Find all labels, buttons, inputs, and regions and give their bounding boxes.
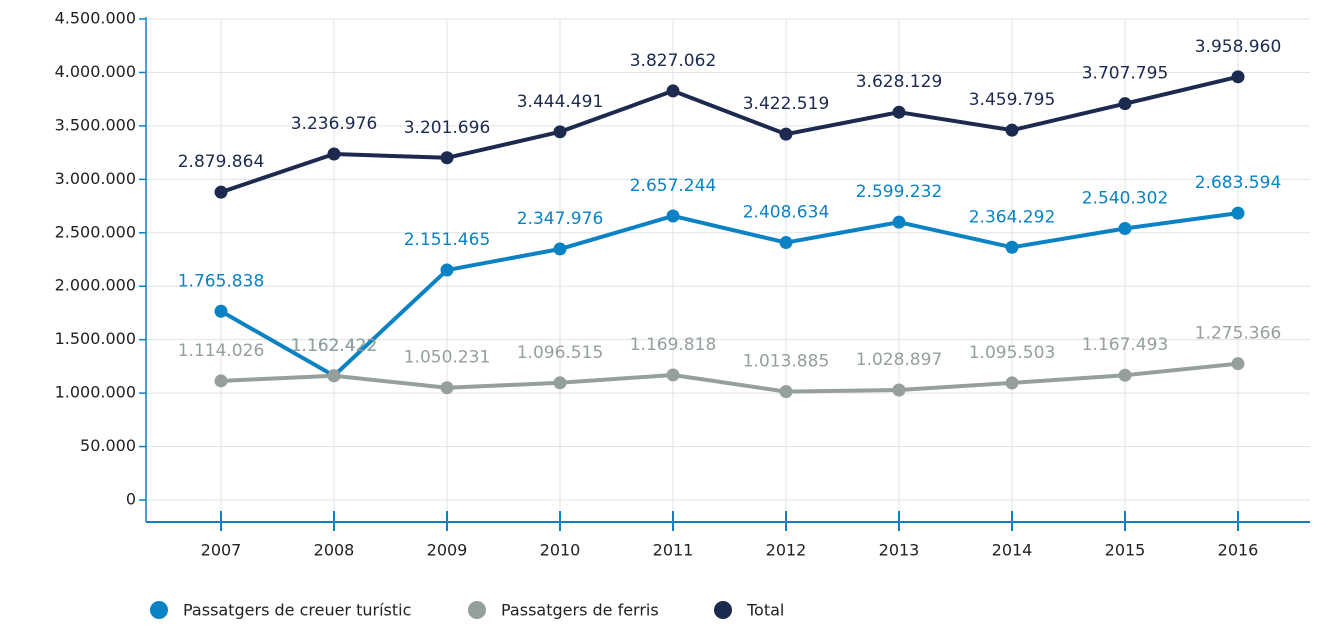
y-tick-label: 4.000.000 bbox=[55, 62, 136, 81]
y-tick-label: 2.500.000 bbox=[55, 222, 136, 241]
value-label: 1.028.897 bbox=[856, 350, 943, 370]
legend-label: Passatgers de creuer turístic bbox=[183, 601, 411, 620]
legend-label: Passatgers de ferris bbox=[501, 601, 659, 620]
point bbox=[440, 381, 454, 395]
y-tick-label: 50.000 bbox=[80, 436, 136, 455]
value-label: 2.364.292 bbox=[969, 207, 1056, 227]
value-label: 3.201.696 bbox=[404, 118, 491, 138]
series-line bbox=[220, 211, 1239, 378]
x-tick-label: 2010 bbox=[540, 541, 581, 560]
value-label: 1.167.493 bbox=[1082, 335, 1169, 355]
point bbox=[892, 383, 906, 397]
x-tick-label: 2007 bbox=[201, 541, 242, 560]
x-tick-label: 2009 bbox=[427, 541, 468, 560]
value-label: 2.657.244 bbox=[630, 176, 717, 196]
point bbox=[892, 105, 906, 119]
point bbox=[553, 242, 567, 256]
value-label: 1.162.422 bbox=[291, 336, 378, 356]
point bbox=[666, 368, 680, 382]
value-label: 3.958.960 bbox=[1195, 37, 1282, 57]
point bbox=[1231, 70, 1245, 84]
value-label: 3.444.491 bbox=[517, 92, 604, 112]
y-tick-label: 2.000.000 bbox=[55, 276, 136, 295]
value-label: 2.879.864 bbox=[178, 152, 265, 172]
point bbox=[214, 304, 228, 318]
point bbox=[327, 369, 341, 383]
legend-swatch bbox=[150, 601, 168, 619]
point bbox=[666, 84, 680, 98]
point bbox=[440, 263, 454, 277]
x-tick-label: 2013 bbox=[879, 541, 920, 560]
value-label: 2.683.594 bbox=[1195, 173, 1282, 193]
y-tick-label: 1.500.000 bbox=[55, 329, 136, 348]
y-tick-label: 1.000.000 bbox=[55, 383, 136, 402]
value-label: 2.151.465 bbox=[404, 230, 491, 250]
point bbox=[1231, 206, 1245, 220]
y-tick-label: 4.500.000 bbox=[55, 9, 136, 28]
point bbox=[214, 374, 228, 388]
point bbox=[1118, 97, 1132, 111]
series-line bbox=[220, 74, 1239, 195]
point bbox=[1005, 123, 1019, 137]
value-label: 3.422.519 bbox=[743, 94, 830, 114]
point bbox=[1118, 221, 1132, 235]
point bbox=[440, 151, 454, 165]
x-tick-label: 2011 bbox=[653, 541, 694, 560]
point bbox=[1231, 357, 1245, 371]
x-tick-label: 2012 bbox=[766, 541, 807, 560]
point bbox=[553, 376, 567, 390]
value-label: 1.169.818 bbox=[630, 335, 717, 355]
point bbox=[779, 385, 793, 399]
point bbox=[779, 236, 793, 250]
point bbox=[1005, 376, 1019, 390]
point bbox=[553, 125, 567, 139]
y-tick-label: 3.000.000 bbox=[55, 169, 136, 188]
series-line bbox=[220, 361, 1239, 394]
x-tick-label: 2008 bbox=[314, 541, 355, 560]
point bbox=[1118, 368, 1132, 382]
value-label: 2.540.302 bbox=[1082, 188, 1169, 208]
legend-label: Total bbox=[746, 601, 784, 620]
value-label: 1.050.231 bbox=[404, 348, 491, 368]
point bbox=[214, 185, 228, 199]
y-tick-label: 3.500.000 bbox=[55, 115, 136, 134]
value-label: 2.599.232 bbox=[856, 182, 943, 202]
value-label: 1.765.838 bbox=[178, 271, 265, 291]
value-label: 1.275.366 bbox=[1195, 324, 1282, 344]
value-label: 3.707.795 bbox=[1082, 64, 1169, 84]
value-label: 3.827.062 bbox=[630, 51, 717, 71]
value-label: 1.013.885 bbox=[743, 352, 830, 372]
point bbox=[666, 209, 680, 223]
legend-swatch bbox=[714, 601, 732, 619]
value-label: 2.408.634 bbox=[743, 203, 830, 223]
value-label: 3.459.795 bbox=[969, 90, 1056, 110]
legend-swatch bbox=[468, 601, 486, 619]
x-tick-label: 2014 bbox=[992, 541, 1033, 560]
y-tick-label: 0 bbox=[126, 490, 136, 509]
point bbox=[892, 215, 906, 229]
value-label: 1.162.422 bbox=[291, 336, 378, 356]
value-label: 1.095.503 bbox=[969, 343, 1056, 363]
point bbox=[327, 147, 341, 161]
value-label: 1.114.026 bbox=[178, 341, 265, 361]
x-tick-label: 2015 bbox=[1105, 541, 1146, 560]
value-label: 2.347.976 bbox=[517, 209, 604, 229]
x-tick-label: 2016 bbox=[1218, 541, 1259, 560]
point bbox=[1005, 240, 1019, 254]
point bbox=[779, 127, 793, 141]
value-label: 3.628.129 bbox=[856, 72, 943, 92]
value-label: 3.236.976 bbox=[291, 114, 378, 134]
value-label: 1.096.515 bbox=[517, 343, 604, 363]
